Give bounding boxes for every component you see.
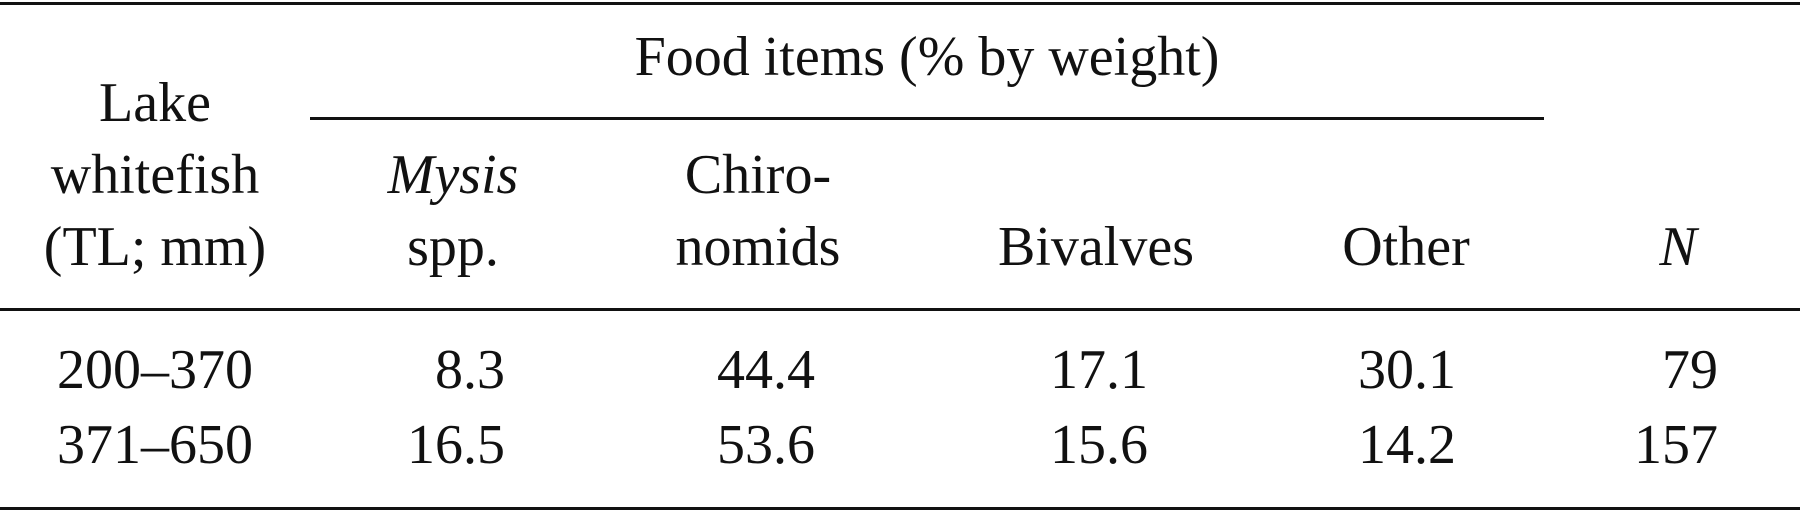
row-label: 200–370 (57, 339, 253, 401)
cell: 8.3 (435, 339, 505, 401)
cell: 15.6 (1050, 414, 1148, 476)
column-header: Bivalves (998, 216, 1194, 278)
column-header: Chiro- (684, 144, 832, 206)
cell: 44.4 (717, 339, 815, 401)
column-header: N (1659, 216, 1697, 278)
column-header: Other (1342, 216, 1470, 278)
cell: 157 (1634, 414, 1718, 476)
column-header: nomids (675, 216, 841, 278)
cell: 79 (1662, 339, 1718, 401)
column-header: Mysis (387, 144, 519, 206)
column-header: spp. (407, 216, 499, 278)
top-rule (0, 2, 1800, 5)
column-header: (TL; mm) (43, 216, 267, 278)
group-rule (310, 117, 1544, 120)
row-label: 371–650 (57, 414, 253, 476)
cell: 17.1 (1050, 339, 1148, 401)
cell: 30.1 (1358, 339, 1456, 401)
header-rule (0, 308, 1800, 311)
cell: 53.6 (717, 414, 815, 476)
column-header: Lake (99, 72, 211, 134)
column-header: whitefish (50, 144, 260, 206)
cell: 16.5 (407, 414, 505, 476)
cell: 14.2 (1358, 414, 1456, 476)
group-header: Food items (% by weight) (634, 26, 1220, 88)
bottom-rule (0, 507, 1800, 510)
